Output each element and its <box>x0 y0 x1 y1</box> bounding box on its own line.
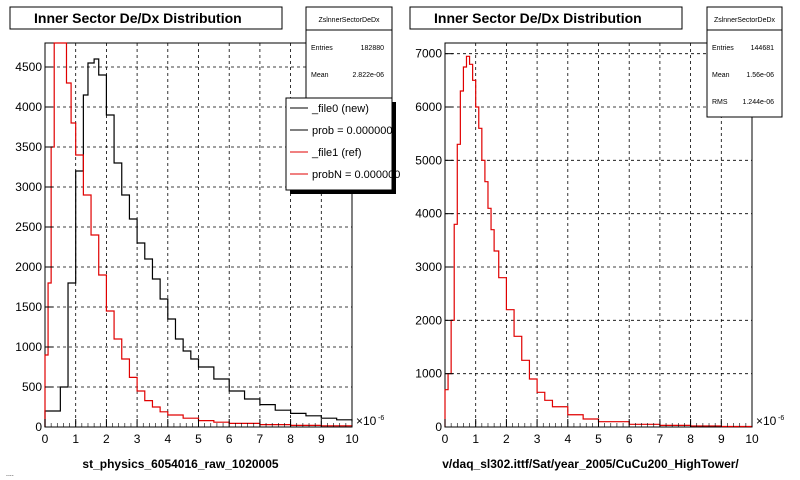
x-tick-label: 10 <box>345 432 359 446</box>
chart-2: 0 1 2 3 4 5 6 7 8 9 10 0 1000 2000 3000 4000 5000 6000 700… <box>409 6 784 471</box>
y-tick-label: 3500 <box>15 140 42 154</box>
x-tick-label: 10 <box>745 432 759 446</box>
stats-label: Mean <box>712 72 730 79</box>
y-tick-label: 4000 <box>15 100 42 114</box>
legend-entry: prob = 0.000000 <box>312 125 392 137</box>
stats-value: 182880 <box>361 45 384 52</box>
x-tick-label: 0 <box>442 432 449 446</box>
stats-label: Entries <box>712 45 734 52</box>
y-tick-label: 7000 <box>415 47 442 61</box>
legend-box <box>285 97 393 191</box>
footer-text: .... <box>6 471 14 478</box>
stats-value: 144681 <box>751 45 774 52</box>
y-tick-label: 3000 <box>415 260 442 274</box>
x-tick-label: 8 <box>287 432 294 446</box>
y-tick-label: 2000 <box>15 260 42 274</box>
y-tick-label: 2000 <box>415 313 442 327</box>
series-line-2 <box>44 42 353 427</box>
series-line-1 <box>44 58 353 427</box>
x-tick-label: 5 <box>195 432 202 446</box>
legend-entry: _file0 (new) <box>311 103 369 115</box>
y-tick-label: 1000 <box>15 340 42 354</box>
y-tick-label: 2500 <box>15 220 42 234</box>
y-tick-label: 1500 <box>15 300 42 314</box>
y-tick-label: 3000 <box>15 180 42 194</box>
stats-header: ZslnnerSectorDeDx <box>318 17 380 24</box>
x-axis-title: st_physics_6054016_raw_1020005 <box>82 457 278 471</box>
x-axis-title: v/daq_sl302.ittf/Sat/year_2005/CuCu200_H… <box>442 457 739 471</box>
stats-value: 1.56e-06 <box>746 72 774 79</box>
x-tick-label: 2 <box>103 432 110 446</box>
y-tick-label: 0 <box>35 420 42 434</box>
x-exponent-label: ×10 <box>756 414 777 428</box>
x-tick-label: 6 <box>226 432 233 446</box>
x-exponent-label: ×10 <box>356 414 377 428</box>
legend-entry: probN = 0.000000 <box>312 169 400 181</box>
x-tick-label: 4 <box>164 432 171 446</box>
chart-title: Inner Sector De/Dx Distribution <box>434 10 642 26</box>
x-tick-label: 7 <box>257 432 264 446</box>
x-exponent-power: -6 <box>778 415 784 422</box>
x-tick-label: 9 <box>318 432 325 446</box>
title-box <box>9 6 283 30</box>
x-tick-label: 9 <box>718 432 725 446</box>
x-tick-label: 1 <box>72 432 79 446</box>
chart-title: Inner Sector De/Dx Distribution <box>34 10 242 26</box>
stats-label: Mean <box>311 72 329 79</box>
chart-1: 0 1 2 3 4 5 6 7 8 9 10 0 500 1000 1500 2000 2500 3000 3500… <box>9 6 400 471</box>
x-tick-label: 8 <box>687 432 694 446</box>
x-tick-label: 3 <box>134 432 141 446</box>
stats-label: Entries <box>311 45 333 52</box>
stats-value: 2.822e-06 <box>352 72 384 79</box>
x-exponent-power: -6 <box>378 415 384 422</box>
y-tick-label: 4500 <box>15 60 42 74</box>
stats-label: RMS <box>712 99 728 106</box>
x-tick-label: 7 <box>657 432 664 446</box>
x-tick-label: 5 <box>595 432 602 446</box>
legend-entry: _file1 (ref) <box>311 147 362 159</box>
y-tick-label: 4000 <box>415 207 442 221</box>
x-tick-label: 2 <box>503 432 510 446</box>
x-tick-label: 0 <box>42 432 49 446</box>
x-tick-label: 4 <box>564 432 571 446</box>
y-tick-label: 1000 <box>415 367 442 381</box>
y-tick-label: 500 <box>22 380 42 394</box>
stats-header: ZslnnerSectorDeDx <box>714 17 776 24</box>
x-tick-label: 6 <box>626 432 633 446</box>
x-tick-label: 1 <box>472 432 479 446</box>
stats-box <box>706 6 783 118</box>
y-tick-label: 5000 <box>415 153 442 167</box>
y-tick-label: 6000 <box>415 100 442 114</box>
title-box <box>409 6 683 30</box>
y-tick-label: 0 <box>435 420 442 434</box>
x-tick-label: 3 <box>534 432 541 446</box>
stats-value: 1.244e-06 <box>742 99 774 106</box>
